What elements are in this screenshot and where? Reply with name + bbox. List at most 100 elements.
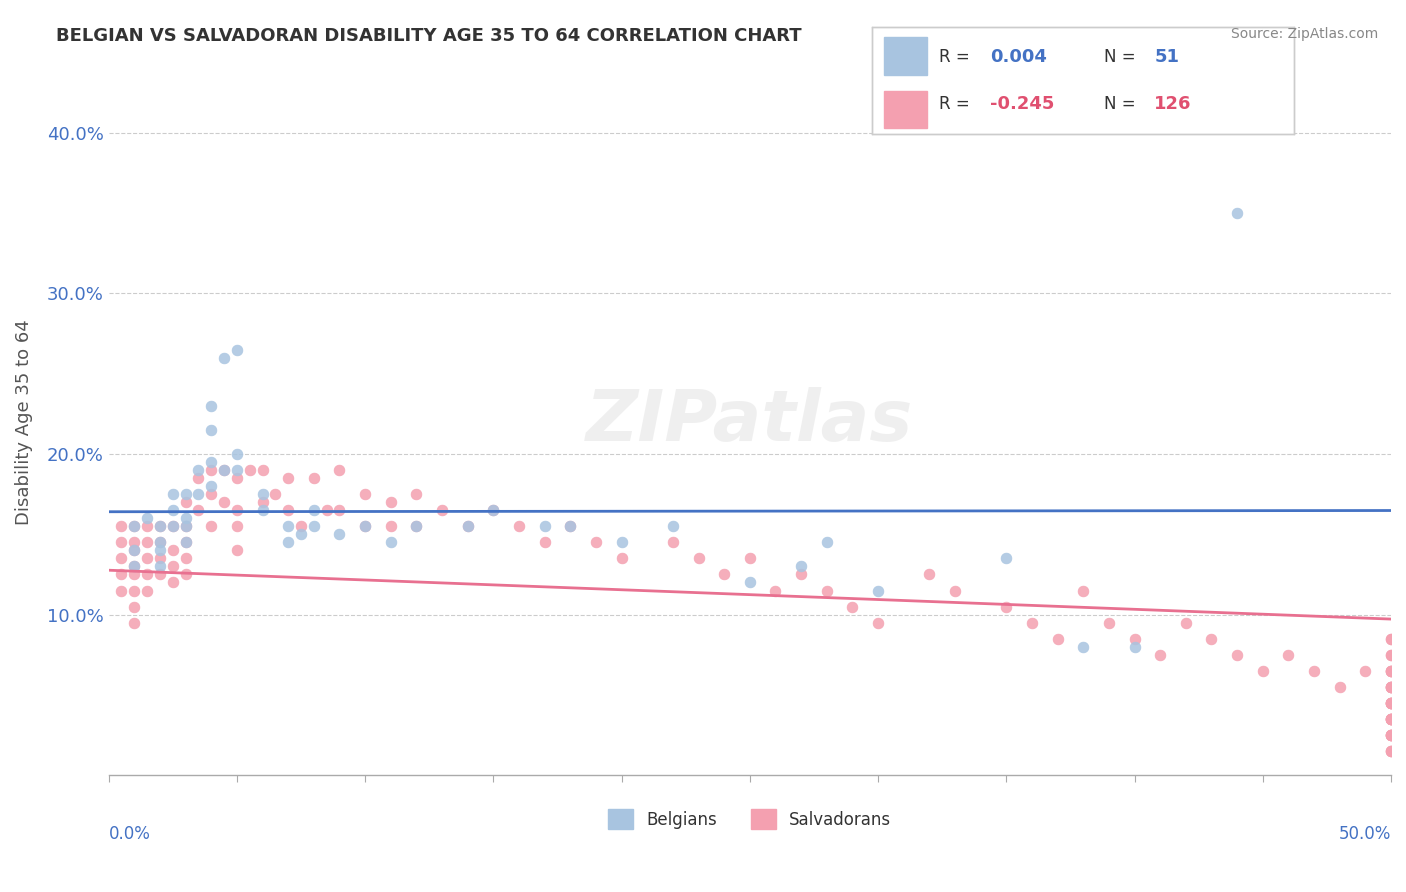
Point [1379,728,1402,742]
Point [136,551,159,566]
Point [187,471,209,485]
Point [252,495,274,509]
Point [713,567,735,582]
Text: Source: ZipAtlas.com: Source: ZipAtlas.com [1230,27,1378,41]
Point [302,503,325,517]
Point [174,551,197,566]
Point [200,519,222,533]
Point [533,535,555,549]
Point [200,479,222,493]
Point [225,519,247,533]
Point [560,519,582,533]
Point [405,519,427,533]
Point [405,519,427,533]
Point [1379,696,1402,710]
Point [1379,712,1402,726]
Point [662,519,685,533]
Point [662,535,685,549]
Text: 51: 51 [1154,48,1180,66]
Point [122,559,145,574]
Point [174,487,197,501]
Point [1277,648,1299,662]
Point [162,559,184,574]
Point [1379,712,1402,726]
Text: R =: R = [939,95,970,112]
Point [136,583,159,598]
Point [1329,680,1351,694]
Point [1379,632,1402,646]
Point [110,519,132,533]
Point [1379,696,1402,710]
Point [122,567,145,582]
Point [200,399,222,413]
Point [482,503,505,517]
Text: -0.245: -0.245 [990,95,1054,112]
Text: 0.0%: 0.0% [108,825,150,843]
Point [1379,680,1402,694]
Point [174,511,197,525]
Text: N =: N = [1104,95,1135,112]
Point [110,551,132,566]
Point [841,599,863,614]
Point [110,583,132,598]
Point [1226,648,1249,662]
Text: BELGIAN VS SALVADORAN DISABILITY AGE 35 TO 64 CORRELATION CHART: BELGIAN VS SALVADORAN DISABILITY AGE 35 … [56,27,801,45]
Point [122,543,145,558]
Point [508,519,530,533]
Text: 0.004: 0.004 [990,48,1046,66]
Point [815,535,838,549]
Point [122,519,145,533]
Point [815,583,838,598]
Point [212,463,235,477]
Point [1226,206,1249,220]
Point [122,615,145,630]
Point [1379,664,1402,678]
Point [1379,744,1402,758]
Point [149,519,172,533]
Point [290,527,312,541]
Point [149,543,172,558]
Point [1379,728,1402,742]
Bar [884,37,927,75]
Point [405,487,427,501]
Point [1379,664,1402,678]
Point [122,559,145,574]
Point [1174,615,1197,630]
Text: N =: N = [1104,48,1135,66]
Point [1354,664,1376,678]
Point [225,343,247,357]
Point [380,495,402,509]
Point [136,535,159,549]
Point [354,519,377,533]
Point [430,503,453,517]
Point [1046,632,1069,646]
Point [995,551,1018,566]
Point [790,567,813,582]
Bar [884,91,927,128]
Point [1071,640,1094,654]
Y-axis label: Disability Age 35 to 64: Disability Age 35 to 64 [15,319,32,524]
Point [868,583,890,598]
Point [122,519,145,533]
Point [225,503,247,517]
Point [738,575,761,590]
Point [1379,728,1402,742]
Point [122,535,145,549]
Point [149,519,172,533]
Point [122,543,145,558]
Point [790,559,813,574]
Point [1379,744,1402,758]
Point [174,535,197,549]
Point [212,495,235,509]
Point [162,519,184,533]
Point [315,503,337,517]
Point [1379,680,1402,694]
Point [212,351,235,365]
Point [162,543,184,558]
Point [225,543,247,558]
Point [162,575,184,590]
Point [328,503,350,517]
Point [585,535,607,549]
Point [610,535,633,549]
Point [1379,712,1402,726]
